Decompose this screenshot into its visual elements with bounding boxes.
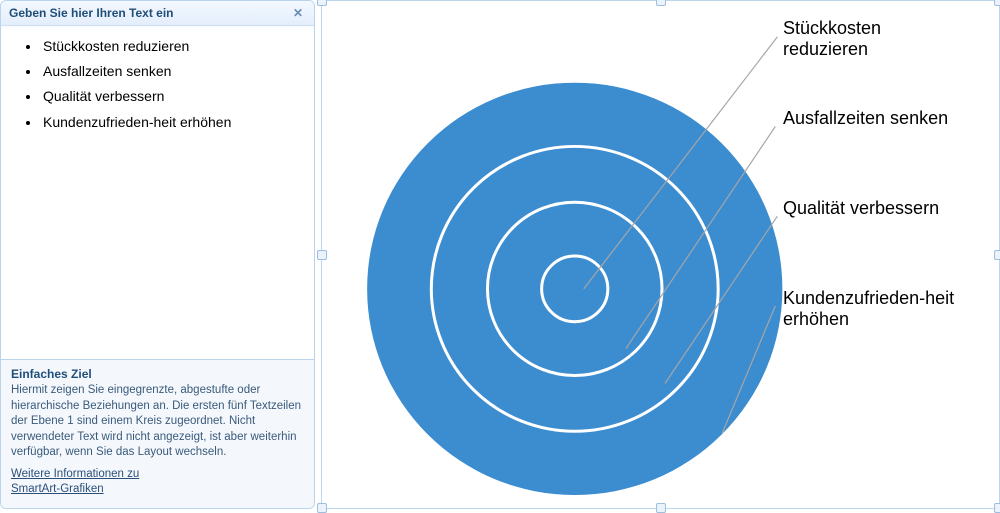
ring-label[interactable]: Kundenzufrieden-heit erhöhen (783, 288, 963, 329)
target-diagram-svg (326, 5, 995, 504)
list-item-label: Qualität verbessern (43, 88, 164, 104)
ring-label-text: Stückkosten reduzieren (783, 18, 881, 59)
ring-label[interactable]: Ausfallzeiten senken (783, 108, 963, 129)
list-item-label: Kundenzufrieden-heit erhöhen (43, 114, 231, 130)
text-pane: Geben Sie hier Ihren Text ein ✕ Stückkos… (0, 0, 315, 509)
target-diagram[interactable]: Stückkosten reduzieren Ausfallzeiten sen… (326, 5, 995, 504)
list-item[interactable]: Qualität verbessern (41, 84, 304, 109)
smartart-canvas[interactable]: Stückkosten reduzieren Ausfallzeiten sen… (321, 0, 1000, 509)
info-body: Hiermit zeigen Sie eingegrenzte, abgestu… (11, 383, 304, 461)
ring-label[interactable]: Stückkosten reduzieren (783, 18, 963, 59)
list-item[interactable]: Ausfallzeiten senken (41, 59, 304, 84)
resize-handle-s[interactable] (656, 503, 666, 513)
info-title: Einfaches Ziel (11, 366, 304, 382)
list-item[interactable]: Kundenzufrieden-heit erhöhen (41, 110, 304, 135)
list-item-label: Ausfallzeiten senken (43, 63, 171, 79)
info-box: Einfaches Ziel Hiermit zeigen Sie eingeg… (1, 359, 314, 508)
resize-handle-sw[interactable] (317, 503, 327, 513)
close-icon[interactable]: ✕ (290, 5, 306, 21)
ring-label-text: Ausfallzeiten senken (783, 108, 948, 128)
ring-label-text: Qualität verbessern (783, 198, 939, 218)
ring-label-text: Kundenzufrieden-heit erhöhen (783, 288, 954, 329)
list-item[interactable]: Stückkosten reduzieren (41, 34, 304, 59)
resize-handle-se[interactable] (994, 503, 1000, 513)
ring-label[interactable]: Qualität verbessern (783, 198, 963, 219)
text-pane-list[interactable]: Stückkosten reduzieren Ausfallzeiten sen… (1, 26, 314, 359)
info-link[interactable]: Weitere Informationen zu SmartArt-Grafik… (11, 467, 191, 498)
text-pane-title: Geben Sie hier Ihren Text ein (9, 6, 174, 20)
text-pane-header: Geben Sie hier Ihren Text ein ✕ (1, 1, 314, 26)
list-item-label: Stückkosten reduzieren (43, 38, 189, 54)
